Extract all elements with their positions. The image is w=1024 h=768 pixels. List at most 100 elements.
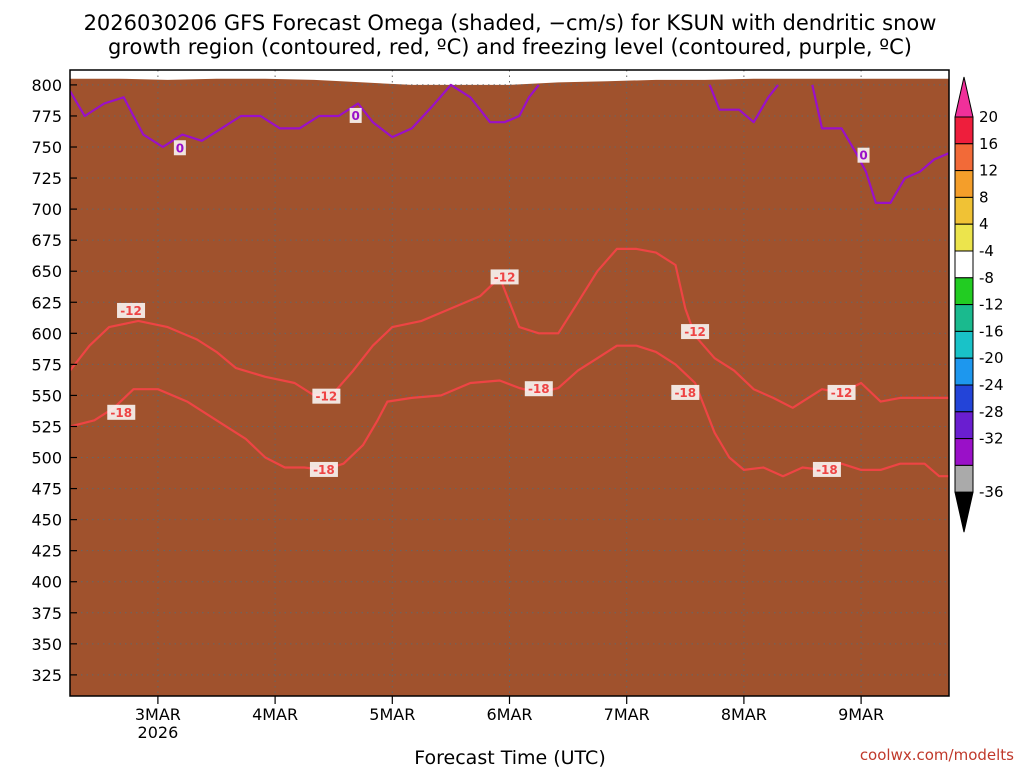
colorbar-label: -20: [979, 349, 1004, 367]
x-tick-label: 9MAR: [838, 705, 884, 724]
contour-label: -18: [816, 463, 838, 477]
contour-label-bg: [107, 404, 136, 420]
y-tick-label: 725: [31, 169, 62, 188]
contour-label-bg: [349, 107, 362, 123]
contour-label: -12: [831, 386, 853, 400]
contour-label: -18: [313, 463, 335, 477]
colorbar-bin: [954, 250, 974, 279]
grid-lines: [70, 70, 949, 696]
contour-label: -18: [110, 406, 132, 420]
colorbar-label: -12: [979, 296, 1004, 314]
x-tick-sublabel: 2026: [138, 723, 179, 742]
colorbar-label: -4: [979, 242, 994, 260]
x-tick-label: 5MAR: [369, 705, 415, 724]
x-tick-label: 8MAR: [721, 705, 767, 724]
y-tick-label: 800: [31, 76, 62, 95]
colorbar-label: -24: [979, 376, 1004, 394]
colorbar-bottom-arrow: [954, 491, 974, 533]
y-tick-label: 325: [31, 666, 62, 685]
colorbar-label: 16: [979, 135, 998, 153]
colorbar-bin: [954, 116, 974, 145]
freezing-0-late2-contour: [811, 84, 949, 204]
colorbar-label: -28: [979, 403, 1004, 421]
y-tick-label: 500: [31, 449, 62, 468]
contour-label-bg: [309, 461, 338, 477]
contour-label-bg: [117, 302, 146, 318]
colorbar-label: -16: [979, 322, 1004, 340]
contour-label: -12: [316, 390, 338, 404]
colorbar-bin: [954, 196, 974, 225]
y-tick-label: 775: [31, 107, 62, 126]
contour-label: -12: [684, 325, 706, 339]
x-axis-label: Forecast Time (UTC): [414, 747, 605, 768]
y-tick-label: 600: [31, 324, 62, 343]
colorbar-label: 12: [979, 162, 998, 180]
colorbar-label: 20: [979, 108, 998, 126]
colorbar-top-arrow: [954, 76, 974, 118]
y-tick-label: 675: [31, 231, 62, 250]
x-tick-label: 7MAR: [604, 705, 650, 724]
y-tick-label: 475: [31, 480, 62, 499]
y-tick-label: 425: [31, 542, 62, 561]
colorbar-bin: [954, 357, 974, 386]
contour-label: -12: [120, 304, 142, 318]
contour-label: -18: [674, 386, 696, 400]
contour-label-bg: [524, 381, 553, 397]
colorbar-bin: [954, 143, 974, 172]
chart-title-line1: 2026030206 GFS Forecast Omega (shaded, −…: [84, 11, 937, 35]
contour-label: 0: [176, 141, 184, 155]
chart-title-line2: growth region (contoured, red, ºC) and f…: [108, 35, 912, 59]
contour-label: -12: [494, 270, 516, 284]
colorbar-bin: [954, 330, 974, 359]
y-tick-label: 550: [31, 386, 62, 405]
colorbar-bin: [954, 170, 974, 198]
contour-label-bg: [312, 388, 341, 404]
colorbar-label: -32: [979, 430, 1004, 448]
freezing-0-late-contour: [708, 84, 779, 124]
credit-link[interactable]: coolwx.com/modelts: [860, 746, 1014, 764]
terrain-surface: [70, 78, 949, 696]
y-tick-label: 350: [31, 635, 62, 654]
x-tick-label: 3MAR: [135, 705, 181, 724]
contour-label-bg: [671, 384, 700, 400]
colorbar-label: -36: [979, 483, 1004, 501]
colorbar-bin: [954, 438, 974, 466]
y-tick-label: 750: [31, 138, 62, 157]
contour-label-bg: [681, 324, 710, 340]
contour-label-bg: [827, 384, 856, 400]
contour-label: 0: [351, 109, 359, 123]
colorbar-label: -8: [979, 269, 994, 287]
y-tick-label: 575: [31, 355, 62, 374]
colorbar-bin: [954, 464, 974, 493]
colorbar-bin: [954, 304, 974, 332]
dgz-minus12-contour: [70, 247, 949, 409]
y-tick-label: 450: [31, 511, 62, 530]
contour-label: -18: [528, 382, 550, 396]
y-tick-label: 525: [31, 417, 62, 436]
y-tick-label: 700: [31, 200, 62, 219]
contour-label-bg: [857, 147, 870, 163]
colorbar-bin: [954, 277, 974, 306]
colorbar-bin: [954, 384, 974, 413]
contour-label-bg: [490, 269, 519, 285]
colorbar-bin: [954, 411, 974, 440]
colorbar: 20 16 12 8 4 -4 -8 -12 -16 -20 -24 -28 -32 -36: [954, 76, 1004, 533]
contour-labels: -18 -18 -18 -18 -18 -12 -12 -12 -12 -12 0 0 0: [107, 107, 870, 477]
y-tick-label: 400: [31, 573, 62, 592]
x-tick-label: 4MAR: [252, 705, 298, 724]
colorbar-label: 8: [979, 188, 989, 206]
x-tick-label: 6MAR: [486, 705, 532, 724]
colorbar-label: 4: [979, 215, 989, 233]
y-tick-label: 650: [31, 262, 62, 281]
contour-label-bg: [173, 140, 186, 156]
contour-label-bg: [812, 461, 841, 477]
terrain-fill: [70, 78, 949, 696]
y-tick-label: 375: [31, 604, 62, 623]
contour-label: 0: [859, 149, 867, 163]
y-axis: 325 350 375 400 425 450 475 500 525 550 575 600 625 6…: [31, 76, 77, 685]
y-tick-label: 625: [31, 293, 62, 312]
colorbar-bin: [954, 223, 974, 252]
freezing-0-contour: [70, 83, 540, 149]
